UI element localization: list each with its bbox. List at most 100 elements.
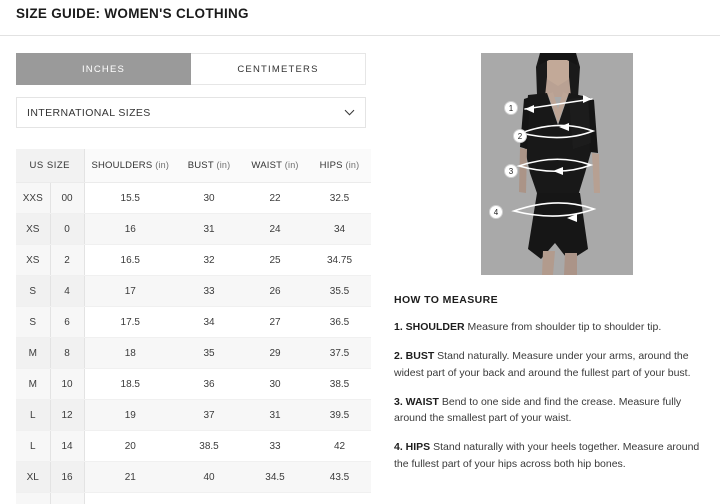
column-header-waist-label: WAIST — [251, 160, 282, 171]
column-header-shoulders-label: SHOULDERS — [91, 160, 153, 171]
cell-waist: 25 — [242, 244, 308, 276]
cell-shoulders: 18.5 — [84, 368, 176, 400]
how-to-measure-item-shoulder: 1. SHOULDER Measure from shoulder tip to… — [394, 319, 706, 335]
cell-hips: 35.5 — [308, 275, 371, 307]
cell-us-letter: M — [16, 368, 50, 400]
cell-waist: 29 — [242, 337, 308, 369]
cell-hips: 45 — [308, 492, 371, 504]
cell-hips: 37.5 — [308, 337, 371, 369]
cell-us-number: 6 — [49, 306, 85, 338]
table-row: XXS 00 15.5 30 22 32.5 — [16, 182, 371, 214]
tab-inches[interactable]: INCHES — [16, 53, 191, 85]
cell-bust: 33 — [176, 275, 242, 307]
how-to-measure-lead-hips: 4. HIPS — [394, 441, 431, 454]
how-to-measure-text-hips: Stand naturally with your heels together… — [394, 441, 700, 470]
page-title: SIZE GUIDE: WOMEN'S CLOTHING — [16, 6, 249, 21]
cell-us-letter: XS — [16, 244, 50, 276]
cell-bust: 30 — [176, 182, 242, 214]
cell-waist: 26 — [242, 275, 308, 307]
how-to-measure-lead-bust: 2. BUST — [394, 350, 435, 363]
cell-bust: 36 — [176, 368, 242, 400]
how-to-measure-text-waist: Bend to one side and find the crease. Me… — [394, 395, 682, 425]
column-header-shoulders-unit: (in) — [155, 160, 170, 170]
cell-hips: 36.5 — [308, 306, 371, 338]
how-to-measure-item-bust: 2. BUST Stand naturally. Measure under y… — [394, 348, 706, 381]
cell-waist: 36 — [242, 492, 308, 504]
cell-waist: 24 — [242, 213, 308, 245]
column-header-us-size: US SIZE — [16, 149, 85, 183]
table-row: S 6 17.5 34 27 36.5 — [16, 306, 371, 338]
size-system-select[interactable]: INTERNATIONAL SIZES — [16, 97, 366, 128]
column-header-waist: WAIST (in) — [242, 149, 308, 183]
cell-hips: 39.5 — [308, 399, 371, 431]
cell-hips: 38.5 — [308, 368, 371, 400]
column-header-hips-label: HIPS — [319, 160, 343, 171]
measurement-badge-shoulder: 1 — [504, 101, 518, 115]
cell-shoulders: 19 — [84, 399, 176, 431]
cell-us-letter: XL — [16, 461, 50, 493]
cell-us-letter: M — [16, 337, 50, 369]
column-header-bust-unit: (in) — [216, 160, 231, 170]
model-illustration — [481, 53, 633, 275]
cell-shoulders: 22 — [84, 492, 176, 504]
tab-inches-label: INCHES — [81, 63, 126, 75]
unit-toggle-group: INCHES CENTIMETERS — [16, 53, 366, 85]
how-to-measure-lead-shoulder: 1. SHOULDER — [394, 321, 465, 333]
cell-us-letter: L — [16, 399, 50, 431]
table-row: S 4 17 33 26 35.5 — [16, 275, 371, 307]
cell-shoulders: 18 — [84, 337, 176, 369]
how-to-measure-lead-waist: 3. WAIST — [394, 395, 439, 408]
how-to-measure-item-hips: 4. HIPS Stand naturally with your heels … — [394, 439, 706, 472]
cell-waist: 34.5 — [242, 461, 308, 493]
cell-us-number: 16 — [49, 461, 85, 493]
cell-us-letter: S — [16, 306, 50, 338]
cell-us-number: 14 — [49, 430, 85, 462]
cell-bust: 32 — [176, 244, 242, 276]
how-to-measure-title: HOW TO MEASURE — [394, 294, 498, 306]
cell-us-number: 10 — [49, 368, 85, 400]
size-table-panel: INCHES CENTIMETERS INTERNATIONAL SIZES — [16, 53, 371, 504]
tab-centimeters-label: CENTIMETERS — [237, 63, 319, 75]
table-row: XXL182241.53645 — [16, 492, 371, 504]
cell-waist: 30 — [242, 368, 308, 400]
table-row: L 12 19 37 31 39.5 — [16, 399, 371, 431]
cell-bust: 37 — [176, 399, 242, 431]
size-system-select-wrapper: INTERNATIONAL SIZES — [16, 97, 366, 128]
cell-us-number: 18 — [49, 492, 85, 504]
cell-waist: 27 — [242, 306, 308, 338]
cell-us-letter: XXS — [16, 182, 50, 214]
cell-bust: 34 — [176, 306, 242, 338]
column-header-waist-unit: (in) — [284, 160, 299, 170]
cell-shoulders: 20 — [84, 430, 176, 462]
column-header-shoulders: SHOULDERS (in) — [84, 149, 176, 183]
cell-shoulders: 17 — [84, 275, 176, 307]
cell-us-number: 12 — [49, 399, 85, 431]
cell-hips: 43.5 — [308, 461, 371, 493]
table-row: XL 16 21 40 34.5 43.5 — [16, 461, 371, 493]
column-header-hips: HIPS (in) — [308, 149, 371, 183]
cell-us-number: 0 — [49, 213, 85, 245]
column-header-bust: BUST (in) — [176, 149, 242, 183]
cell-us-number: 2 — [49, 244, 85, 276]
cell-hips: 34.75 — [308, 244, 371, 276]
cell-us-number: 4 — [49, 275, 85, 307]
cell-shoulders: 16.5 — [84, 244, 176, 276]
tab-centimeters[interactable]: CENTIMETERS — [191, 53, 366, 85]
table-row: XS 0 16 31 24 34 — [16, 213, 371, 245]
table-header-row: US SIZE SHOULDERS (in) BUST (in) WAIST (… — [16, 149, 371, 183]
how-to-measure-text-shoulder: Measure from shoulder tip to shoulder ti… — [464, 321, 662, 333]
table-row: M 10 18.5 36 30 38.5 — [16, 368, 371, 400]
cell-hips: 42 — [308, 430, 371, 462]
cell-waist: 31 — [242, 399, 308, 431]
woman-in-black-dress-measurement-diagram: 1 2 3 4 — [481, 53, 633, 275]
measurement-badge-waist: 3 — [504, 164, 518, 178]
measurement-badge-hips: 4 — [489, 205, 503, 219]
cell-us-letter: L — [16, 430, 50, 462]
cell-shoulders: 16 — [84, 213, 176, 245]
measurement-guide-panel: 1 2 3 4 HOW TO MEASURE 1. SHOULDER Measu… — [394, 53, 706, 472]
cell-waist: 22 — [242, 182, 308, 214]
cell-bust: 38.5 — [176, 430, 242, 462]
size-chart-table: US SIZE SHOULDERS (in) BUST (in) WAIST (… — [16, 149, 371, 504]
cell-us-letter: XS — [16, 213, 50, 245]
